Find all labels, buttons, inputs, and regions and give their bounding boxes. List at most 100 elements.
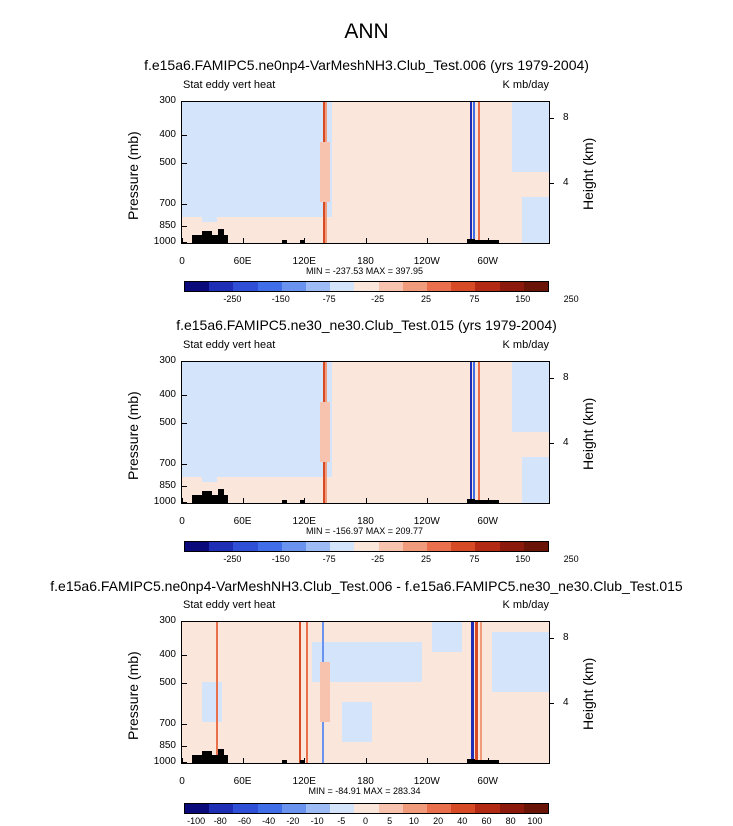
panel-title: f.e15a6.FAMIPC5.ne0np4-VarMeshNH3.Club_T… <box>50 578 683 594</box>
colorbar-label: 0 <box>362 816 368 826</box>
y2-tick <box>549 442 554 444</box>
colorbar-swatch <box>209 282 234 291</box>
topography-mask <box>475 760 499 763</box>
y-tick <box>182 101 187 102</box>
contour-streak <box>470 362 472 503</box>
x-tick <box>426 238 428 243</box>
contour-field <box>182 622 549 763</box>
contour-region <box>512 102 549 172</box>
colorbar-label: -80 <box>213 816 227 826</box>
x-tick <box>182 498 183 503</box>
topography-mask <box>300 760 304 763</box>
x-tick-label: 60E <box>233 516 252 527</box>
y-tick <box>182 163 187 165</box>
x-tick-label: 180 <box>357 516 374 527</box>
colorbar-swatch <box>402 804 428 813</box>
units-label: K mb/day <box>502 599 549 611</box>
contour-region <box>512 362 549 432</box>
contour-streak <box>320 142 330 202</box>
field-label: Stat eddy vert heat <box>183 599 276 611</box>
colorbar-label: 150 <box>515 294 531 304</box>
y-tick-label: 300 <box>159 95 176 106</box>
colorbar-label: 80 <box>505 816 516 826</box>
colorbar-swatch <box>209 804 234 813</box>
x-tick <box>304 498 306 503</box>
colorbar-label: 75 <box>469 554 480 564</box>
colorbar-label: -40 <box>262 816 276 826</box>
colorbar-swatch <box>451 542 476 551</box>
topography-mask <box>282 500 287 503</box>
topography-mask <box>300 240 304 243</box>
colorbar-label: -75 <box>322 554 336 564</box>
contour-region <box>342 702 372 742</box>
colorbar-label: 150 <box>515 554 531 564</box>
contour-field <box>182 102 549 243</box>
colorbar-swatch <box>281 282 307 291</box>
colorbar-swatch <box>499 804 524 813</box>
x-tick-label: 0 <box>179 256 185 267</box>
contour-region <box>522 457 549 503</box>
colorbar-label: 250 <box>563 554 579 564</box>
colorbar-swatch <box>330 282 355 291</box>
x-tick-label: 0 <box>179 516 185 527</box>
y-tick <box>182 361 187 362</box>
min-max-label: MIN = -156.97 MAX = 209.77 <box>181 526 548 536</box>
colorbar-swatch <box>475 542 500 551</box>
x-tick <box>426 758 428 763</box>
y2-tick-label: 8 <box>563 371 569 383</box>
colorbar-label: 75 <box>469 294 480 304</box>
topography-mask <box>282 760 287 763</box>
x-tick <box>242 238 244 243</box>
colorbar-label: -150 <box>271 554 290 564</box>
x-tick <box>426 498 428 503</box>
x-tick <box>304 238 306 243</box>
y-tick-label: 500 <box>159 677 176 689</box>
colorbar-swatch <box>233 542 258 551</box>
contour-field <box>182 362 549 503</box>
y-tick <box>182 134 187 136</box>
colorbar <box>184 541 549 552</box>
colorbar-swatch <box>354 282 379 291</box>
topography-mask <box>218 229 224 243</box>
min-max-label: MIN = -84.91 MAX = 283.34 <box>181 786 548 796</box>
panel-title: f.e15a6.FAMIPC5.ne30_ne30.Club_Test.015 … <box>176 317 557 333</box>
y2-axis-title: Height (km) <box>580 137 596 210</box>
x-tick <box>487 758 489 763</box>
x-tick <box>487 238 489 243</box>
topography-mask <box>467 499 475 503</box>
contour-region <box>302 372 310 472</box>
y-tick-label: 400 <box>159 648 176 660</box>
field-label: Stat eddy vert heat <box>183 339 276 351</box>
min-max-label: MIN = -237.53 MAX = 397.95 <box>181 266 548 276</box>
y-tick-label: 1000 <box>153 236 176 247</box>
colorbar-label: -20 <box>286 816 300 826</box>
y-tick <box>182 485 187 487</box>
field-label: Stat eddy vert heat <box>183 79 276 91</box>
y-tick-label: 850 <box>159 479 176 491</box>
colorbar-label: -60 <box>237 816 251 826</box>
contour-plot <box>181 621 550 764</box>
contour-region <box>522 197 549 243</box>
y-tick <box>182 621 187 622</box>
colorbar-swatch <box>185 282 210 291</box>
x-tick <box>365 758 367 763</box>
contour-region <box>202 682 222 722</box>
y-tick <box>182 423 187 425</box>
y-tick-label: 300 <box>159 615 176 626</box>
x-tick-label: 60W <box>477 776 498 787</box>
y-tick <box>182 203 187 205</box>
colorbar-swatch <box>185 804 210 813</box>
y-tick <box>182 654 187 656</box>
y-tick-label: 850 <box>159 739 176 751</box>
y-axis-title: Pressure (mb) <box>125 130 141 220</box>
topography-mask <box>475 500 499 503</box>
colorbar-swatch <box>475 282 500 291</box>
contour-region <box>492 632 549 692</box>
y-tick <box>182 762 187 763</box>
colorbar-swatch <box>257 542 282 551</box>
topography-mask <box>467 239 475 243</box>
contour-streak <box>306 622 308 763</box>
colorbar-label: -250 <box>223 554 242 564</box>
y-tick-label: 850 <box>159 219 176 231</box>
y2-tick <box>549 637 554 639</box>
